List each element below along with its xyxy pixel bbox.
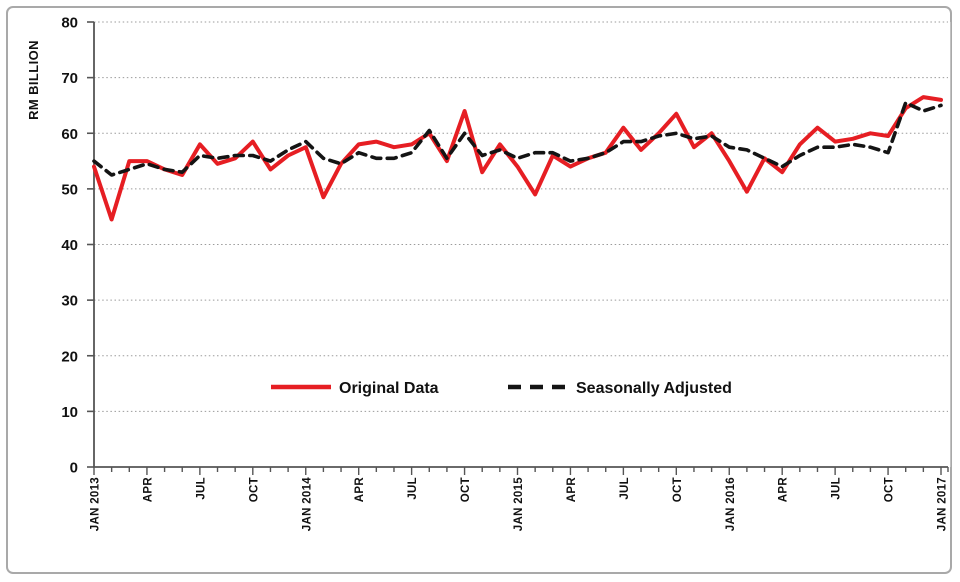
x-axis-tick-label: APR xyxy=(566,477,578,503)
legend-original-label: Original Data xyxy=(339,380,439,397)
legend-sa-label: Seasonally Adjusted xyxy=(576,380,732,397)
y-axis-tick-label: 0 xyxy=(70,460,78,477)
x-axis-tick-label: APR xyxy=(142,477,154,503)
y-axis-tick-label: 70 xyxy=(61,70,78,87)
x-axis-tick-label: OCT xyxy=(884,477,896,502)
x-axis-tick-label: APR xyxy=(778,477,790,503)
x-axis-tick-label: JUL xyxy=(407,477,419,500)
x-axis-tick-label: JAN 2017 xyxy=(937,477,949,531)
original-data-line xyxy=(92,95,943,222)
x-axis-tick-label: JAN 2013 xyxy=(90,477,102,531)
x-axis-tick-label: JUL xyxy=(831,477,843,500)
y-axis-tick-label: 10 xyxy=(61,404,78,421)
x-axis-tick-label: OCT xyxy=(460,477,472,502)
y-axis-tick-label: 60 xyxy=(61,126,78,143)
x-axis-tick-label: JUL xyxy=(619,477,631,500)
x-axis-tick-label: OCT xyxy=(672,477,684,502)
y-axis-tick-label: 50 xyxy=(61,181,78,198)
seasonally-adjusted-line xyxy=(92,100,943,177)
y-axis-tick-label: 30 xyxy=(61,293,78,310)
x-axis-tick-label: JAN 2015 xyxy=(513,477,525,531)
y-axis-tick-label: 80 xyxy=(61,15,78,32)
legend: Original Data Seasonally Adjusted xyxy=(271,380,732,397)
x-axis-tick-label: OCT xyxy=(248,477,260,502)
x-axis-tick-label: JAN 2014 xyxy=(301,477,313,531)
y-axis-tick-label: 20 xyxy=(61,348,78,365)
y-axis-title: RM BILLION xyxy=(26,40,41,120)
chart-outer-frame xyxy=(6,6,952,574)
x-axis-tick-label: JUL xyxy=(195,477,207,500)
x-axis-tick-label: JAN 2016 xyxy=(725,477,737,531)
y-axis-tick-label: 40 xyxy=(61,237,78,254)
x-axis-tick-label: APR xyxy=(354,477,366,503)
